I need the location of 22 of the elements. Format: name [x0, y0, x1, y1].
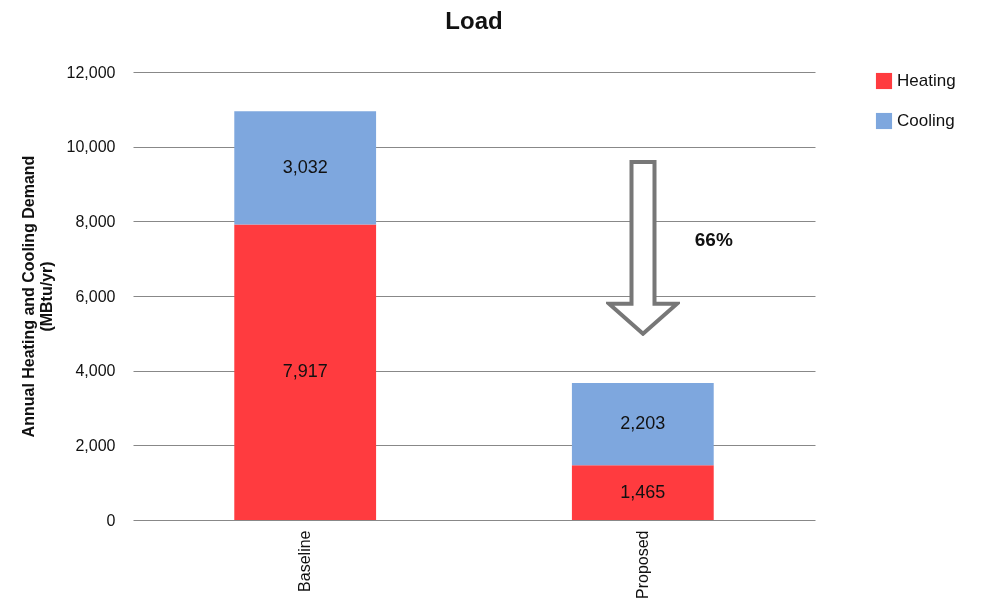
- bar: [234, 111, 377, 225]
- bar: [571, 383, 714, 466]
- y-tick-label: 6,000: [75, 287, 116, 305]
- y-tick-label: 0: [106, 511, 116, 529]
- y-tick-label: 8,000: [75, 212, 116, 230]
- legend-label: Cooling: [897, 111, 955, 130]
- annotation: 66%: [694, 228, 733, 251]
- x-tick-label: Baseline: [296, 530, 314, 592]
- x-tick-label: Proposed: [633, 530, 651, 599]
- data-label: 7,917: [282, 361, 328, 382]
- legend-label: Heating: [897, 71, 956, 90]
- data-label: 1,465: [620, 481, 666, 502]
- y-tick-label: 2,000: [75, 436, 116, 454]
- data-label: 2,203: [620, 413, 666, 434]
- y-axis-title: Annual Heating and Cooling Demand (MBtu/yr): [19, 155, 55, 438]
- y-tick-label: 12,000: [66, 63, 116, 81]
- bar: [234, 224, 377, 520]
- y-tick-label: 4,000: [75, 362, 116, 380]
- bar: [571, 465, 714, 520]
- y-tick-label: 10,000: [66, 138, 116, 156]
- chart-title: Load: [445, 7, 503, 34]
- data-label: 3,032: [282, 156, 328, 177]
